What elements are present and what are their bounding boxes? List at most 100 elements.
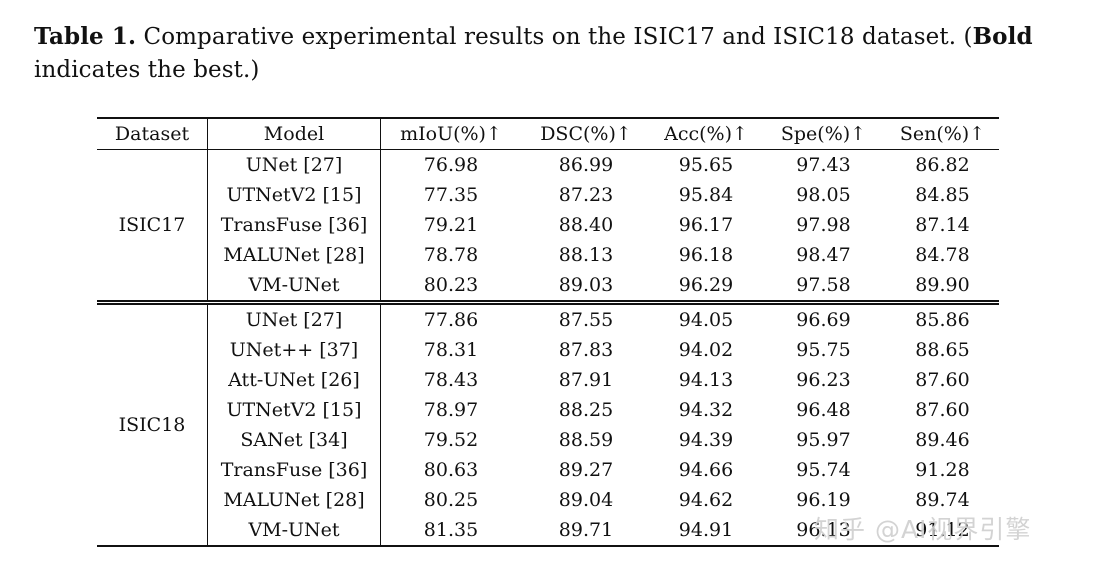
spe-cell: 96.19	[796, 489, 851, 511]
sen-cell: 84.85	[915, 184, 970, 206]
results-table: Dataset Model mIoU(%)↑ DSC(%)↑ Acc(%)↑ S…	[97, 117, 999, 547]
table-row: SANet [34] 79.52 88.59 94.39 95.97 89.46	[97, 425, 999, 455]
model-cell: UTNetV2 [15]	[207, 395, 381, 425]
sen-cell: 87.60	[915, 399, 970, 421]
dataset-cell-isic18: ISIC18	[97, 302, 208, 547]
acc-cell: 95.65	[678, 154, 734, 176]
miou-cell: 78.31	[423, 339, 479, 361]
table-row: MALUNet [28] 78.78 88.13 96.18 98.47 84.…	[97, 240, 999, 270]
model-cell: MALUNet [28]	[207, 485, 381, 515]
header-row: Dataset Model mIoU(%)↑ DSC(%)↑ Acc(%)↑ S…	[97, 117, 999, 150]
model-cell: UNet [27]	[207, 149, 381, 180]
sen-cell: 89.74	[915, 489, 970, 511]
caption-text-end: indicates the best.)	[34, 57, 260, 83]
acc-cell: 94.66	[678, 459, 734, 481]
spe-cell: 97.58	[761, 270, 886, 305]
sen-cell: 91.12	[886, 515, 999, 547]
table-caption: Table 1. Comparative experimental result…	[34, 20, 1084, 87]
spe-cell: 96.48	[796, 399, 851, 421]
spe-cell-best: 98.47	[796, 244, 851, 266]
sen-cell: 89.46	[915, 429, 970, 451]
sen-cell: 87.60	[915, 369, 970, 391]
dsc-cell: 88.13	[558, 244, 614, 266]
model-cell: UTNetV2 [15]	[207, 180, 381, 210]
model-cell: UNet++ [37]	[207, 335, 381, 365]
acc-cell: 94.39	[678, 429, 734, 451]
table-row: ISIC17 UNet [27] 76.98 86.99 95.65 97.43…	[97, 149, 999, 305]
acc-cell: 96.17	[678, 214, 734, 236]
watermark: 知乎 @AI视界引擎	[814, 515, 1032, 544]
spe-cell: 95.97	[796, 429, 851, 451]
dataset-cell-isic17: ISIC17	[97, 149, 208, 305]
miou-cell-best: 80.23	[380, 270, 521, 305]
sen-cell: 86.82	[915, 154, 970, 176]
miou-cell: 79.52	[423, 429, 479, 451]
acc-cell: 94.02	[678, 339, 734, 361]
miou-cell: 77.35	[423, 184, 479, 206]
miou-cell: 78.78	[423, 244, 479, 266]
table-row: ISIC18 UNet [27] 77.86 87.55 94.05 96.69…	[97, 302, 999, 547]
model-cell: TransFuse [36]	[207, 455, 381, 485]
acc-cell: 94.62	[678, 489, 734, 511]
model-cell-ours: VM-UNet	[207, 515, 381, 547]
dsc-cell: 88.59	[558, 429, 614, 451]
dsc-cell: 87.23	[558, 184, 614, 206]
model-cell: SANet [34]	[207, 425, 381, 455]
acc-cell-best: 96.29	[651, 270, 761, 305]
sen-cell: 88.65	[915, 339, 970, 361]
spe-cell-best: 96.69	[796, 309, 851, 331]
sen-cell: 84.78	[915, 244, 970, 266]
caption-label: Table 1.	[34, 23, 137, 50]
acc-cell: 95.84	[678, 184, 734, 206]
table-row: MALUNet [28] 80.25 89.04 94.62 96.19 89.…	[97, 485, 999, 515]
table-row: VM-UNet 80.23 89.03 96.29 97.58 89.90	[97, 270, 999, 305]
table-row: TransFuse [36] 79.21 88.40 96.17 97.98 8…	[97, 210, 999, 240]
spe-cell: 95.75	[796, 339, 851, 361]
model-cell: MALUNet [28]	[207, 240, 381, 270]
dsc-cell: 87.83	[558, 339, 614, 361]
header-acc: Acc(%)↑	[651, 117, 761, 150]
miou-cell: 79.21	[423, 214, 479, 236]
model-cell: UNet [27]	[207, 302, 381, 335]
caption-text: Comparative experimental results on the …	[136, 24, 973, 50]
caption-bold-word: Bold	[972, 23, 1033, 50]
model-cell: Att-UNet [26]	[207, 365, 381, 395]
spe-cell: 97.43	[796, 154, 851, 176]
header-model: Model	[207, 117, 381, 150]
spe-cell: 95.74	[796, 459, 851, 481]
miou-cell: 78.97	[423, 399, 479, 421]
dsc-cell: 86.99	[558, 154, 614, 176]
header-miou: mIoU(%)↑	[380, 117, 521, 150]
dsc-cell: 88.25	[558, 399, 614, 421]
miou-cell-best: 81.35	[380, 515, 521, 547]
spe-cell: 98.05	[796, 184, 851, 206]
spe-cell: 96.13	[761, 515, 886, 547]
table-row: UTNetV2 [15] 78.97 88.25 94.32 96.48 87.…	[97, 395, 999, 425]
acc-cell-best: 94.91	[651, 515, 761, 547]
acc-cell: 96.18	[678, 244, 734, 266]
spe-cell: 97.98	[796, 214, 851, 236]
sen-cell: 87.14	[915, 214, 970, 236]
dsc-cell: 87.91	[558, 369, 614, 391]
header-dataset: Dataset	[97, 117, 208, 150]
model-cell-ours: VM-UNet	[207, 270, 381, 305]
model-cell: TransFuse [36]	[207, 210, 381, 240]
sen-cell: 85.86	[915, 309, 970, 331]
miou-cell: 80.25	[423, 489, 479, 511]
header-spe: Spe(%)↑	[761, 117, 886, 150]
miou-cell: 80.63	[423, 459, 479, 481]
acc-cell: 94.05	[678, 309, 734, 331]
dsc-cell: 89.27	[558, 459, 614, 481]
dsc-cell: 89.04	[558, 489, 614, 511]
dsc-cell: 88.40	[558, 214, 614, 236]
table-row: TransFuse [36] 80.63 89.27 94.66 95.74 9…	[97, 455, 999, 485]
miou-cell: 77.86	[423, 309, 479, 331]
table-row: UNet++ [37] 78.31 87.83 94.02 95.75 88.6…	[97, 335, 999, 365]
header-sen: Sen(%)↑	[886, 117, 999, 150]
table-row: UTNetV2 [15] 77.35 87.23 95.84 98.05 84.…	[97, 180, 999, 210]
table-row: VM-UNet 81.35 89.71 94.91 96.13 91.12	[97, 515, 999, 547]
dsc-cell-best: 89.71	[521, 515, 651, 547]
sen-cell-best: 91.28	[915, 459, 970, 481]
sen-cell-best: 89.90	[886, 270, 999, 305]
dsc-cell: 87.55	[558, 309, 614, 331]
